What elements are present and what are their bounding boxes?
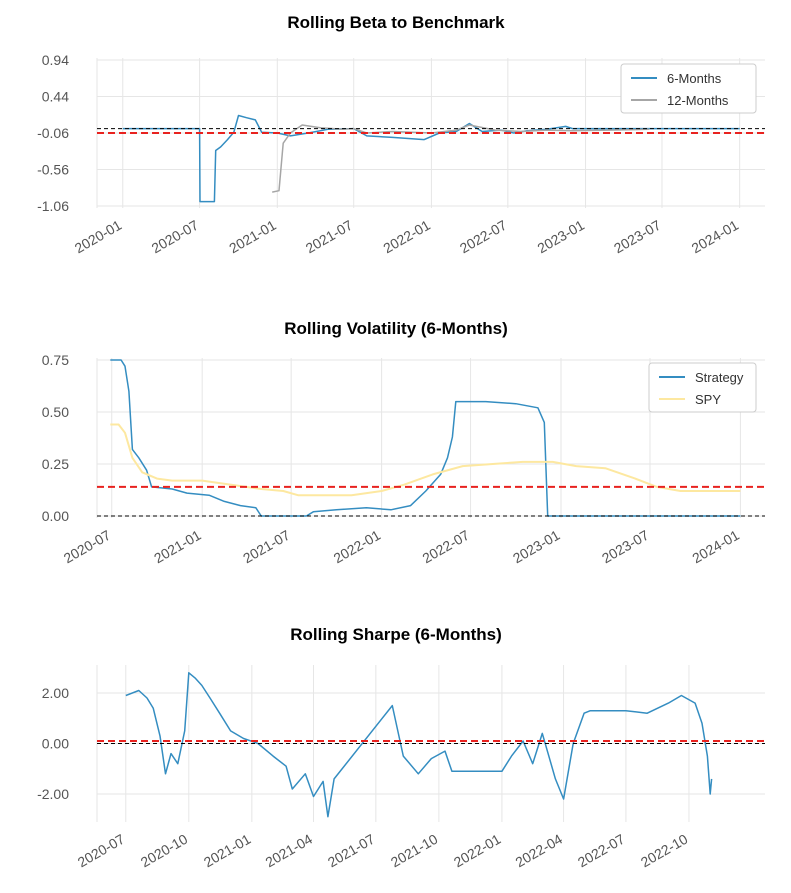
x-tick-label: 2021-07 bbox=[325, 831, 378, 871]
x-tick-label: 2023-01 bbox=[535, 217, 588, 257]
x-tick-label: 2021-01 bbox=[151, 527, 204, 567]
y-tick-label: 0.50 bbox=[42, 404, 69, 420]
series-line-2 bbox=[272, 124, 650, 193]
y-tick-label: 0.44 bbox=[42, 89, 69, 105]
x-tick-label: 2022-01 bbox=[331, 527, 384, 567]
y-tick-label: 2.00 bbox=[42, 685, 69, 701]
x-tick-label: 2022-07 bbox=[575, 831, 628, 871]
x-tick-label: 2022-01 bbox=[380, 217, 433, 257]
x-tick-label: 2022-07 bbox=[457, 217, 510, 257]
series-line-2 bbox=[110, 423, 741, 497]
x-tick-label: 2020-01 bbox=[72, 217, 125, 257]
y-tick-label: -0.56 bbox=[37, 162, 69, 178]
x-tick-label: 2022-07 bbox=[420, 527, 473, 567]
y-tick-label: 0.00 bbox=[42, 508, 69, 524]
chart-3: Rolling Sharpe (6-Months) 2.00 0.00 -2.00 20… bbox=[37, 625, 765, 870]
series-line-1 bbox=[125, 672, 713, 818]
x-tick-label: 2021-07 bbox=[303, 217, 356, 257]
y-tick-label: 0.00 bbox=[42, 736, 69, 752]
x-tick-label: 2020-10 bbox=[138, 831, 191, 871]
legend-label-1: 6-Months bbox=[667, 71, 722, 86]
x-tick-label: 2023-07 bbox=[599, 527, 652, 567]
x-tick-label: 2022-10 bbox=[638, 831, 691, 871]
chart-title: Rolling Volatility (6-Months) bbox=[284, 319, 508, 338]
x-tick-label: 2021-10 bbox=[388, 831, 441, 871]
legend: 6-Months 12-Months bbox=[620, 63, 757, 114]
legend-label-1: Strategy bbox=[695, 370, 744, 385]
x-tick-label: 2022-04 bbox=[513, 831, 566, 871]
x-tick-label: 2021-07 bbox=[240, 527, 293, 567]
x-tick-label: 2021-04 bbox=[262, 831, 315, 871]
y-tick-label: 0.25 bbox=[42, 456, 69, 472]
y-tick-label: -1.06 bbox=[37, 198, 69, 214]
x-tick-label: 2020-07 bbox=[61, 527, 114, 567]
series-line-1 bbox=[110, 359, 741, 517]
y-tick-label: 0.75 bbox=[42, 352, 69, 368]
chart-title: Rolling Sharpe (6-Months) bbox=[290, 625, 502, 644]
x-tick-label: 2021-01 bbox=[201, 831, 254, 871]
y-tick-label: -0.06 bbox=[37, 125, 69, 141]
y-tick-label: 0.94 bbox=[42, 52, 69, 68]
chart-1: Rolling Beta to Benchmark 0.94 0.44 -0.06 -0… bbox=[37, 13, 765, 256]
x-tick-label: 2024-01 bbox=[689, 217, 742, 257]
chart-2: Rolling Volatility (6-Months) 0.75 0.50 0.2… bbox=[42, 319, 765, 566]
x-tick-label: 2020-07 bbox=[75, 831, 128, 871]
legend-label-2: 12-Months bbox=[667, 93, 729, 108]
x-tick-label: 2023-01 bbox=[510, 527, 563, 567]
chart-title: Rolling Beta to Benchmark bbox=[287, 13, 505, 32]
legend: Strategy SPY bbox=[648, 362, 757, 413]
x-tick-label: 2020-07 bbox=[149, 217, 202, 257]
x-tick-label: 2021-01 bbox=[226, 217, 279, 257]
x-tick-label: 2023-07 bbox=[611, 217, 664, 257]
legend-label-2: SPY bbox=[695, 392, 721, 407]
x-tick-label: 2022-01 bbox=[451, 831, 504, 871]
x-tick-label: 2024-01 bbox=[689, 527, 742, 567]
y-tick-label: -2.00 bbox=[37, 786, 69, 802]
